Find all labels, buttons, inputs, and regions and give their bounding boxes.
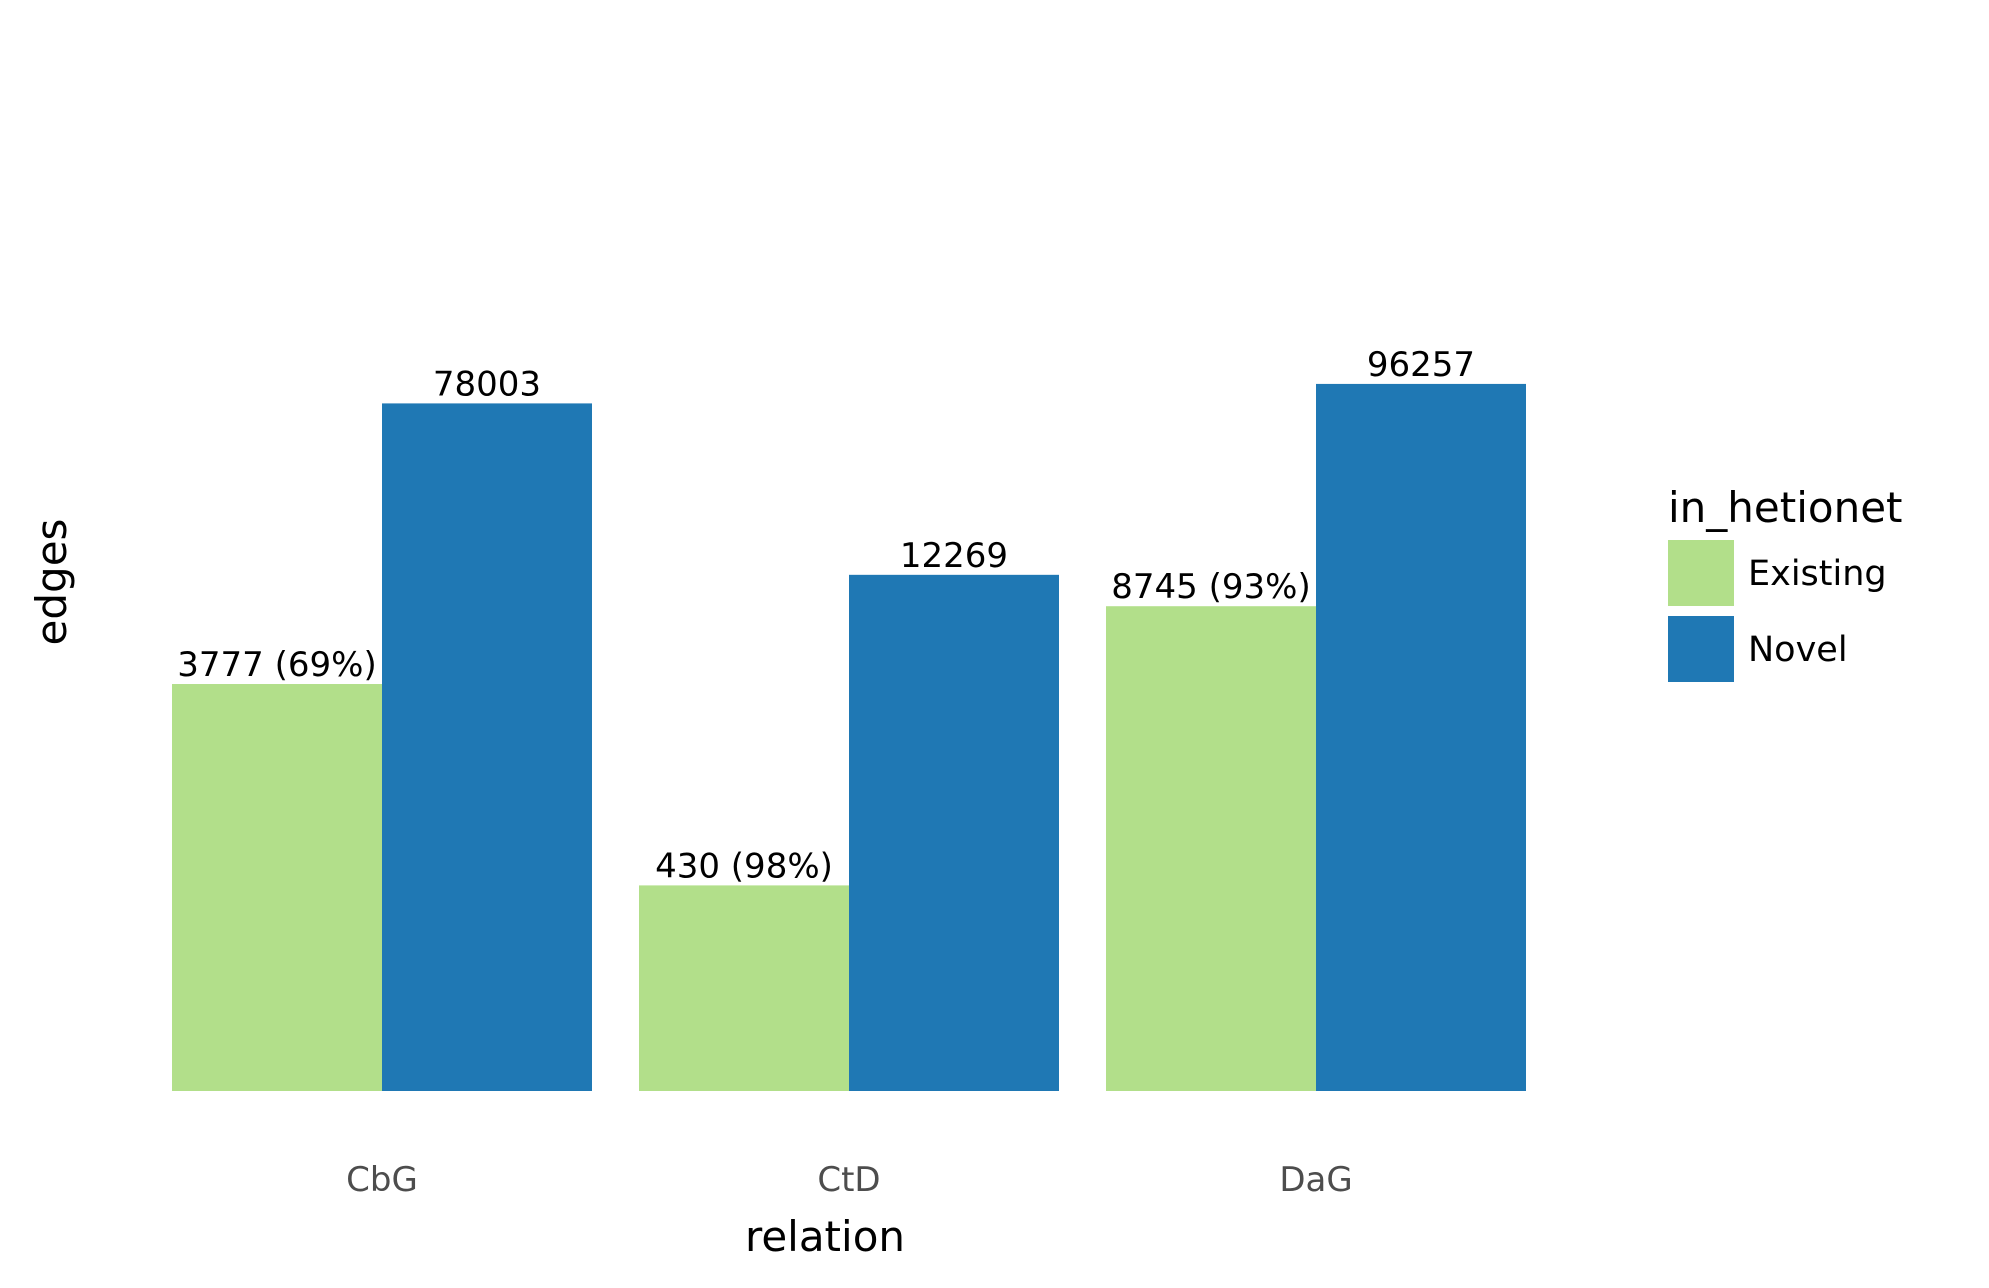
- x-axis-label: relation: [745, 1212, 905, 1261]
- data-label-CbG-existing: 3777 (69%): [177, 645, 376, 685]
- data-label-CbG-novel: 78003: [433, 364, 541, 404]
- bar-DaG-existing: [1106, 606, 1316, 1091]
- data-label-CtD-existing: 430 (98%): [655, 846, 833, 886]
- bar-CtD-novel: [849, 574, 1059, 1091]
- legend-swatch-existing: [1668, 540, 1734, 606]
- data-label-DaG-existing: 8745 (93%): [1111, 567, 1310, 607]
- x-tick-CtD: CtD: [817, 1160, 880, 1200]
- data-label-CtD-novel: 12269: [900, 536, 1008, 576]
- bars-layer: [172, 383, 1526, 1091]
- data-labels-layer: 3777 (69%) 78003 430 (98%) 12269 8745 (93%) 9…: [177, 345, 1475, 886]
- x-tick-CbG: CbG: [346, 1160, 418, 1200]
- x-tick-labels: CbG CtD DaG: [346, 1160, 1353, 1200]
- bar-CbG-existing: [172, 684, 382, 1091]
- data-label-DaG-novel: 96257: [1367, 345, 1475, 385]
- legend: in_hetionet Existing Novel: [1668, 483, 1903, 682]
- bar-DaG-novel: [1316, 383, 1526, 1091]
- y-axis-label: edges: [27, 519, 76, 646]
- legend-swatch-novel: [1668, 616, 1734, 682]
- legend-label-novel: Novel: [1748, 630, 1848, 670]
- x-tick-DaG: DaG: [1279, 1160, 1352, 1200]
- legend-label-existing: Existing: [1748, 554, 1887, 594]
- legend-items: Existing Novel: [1668, 540, 1887, 682]
- bar-CtD-existing: [639, 885, 849, 1091]
- bar-CbG-novel: [382, 403, 592, 1091]
- legend-title: in_hetionet: [1668, 483, 1903, 532]
